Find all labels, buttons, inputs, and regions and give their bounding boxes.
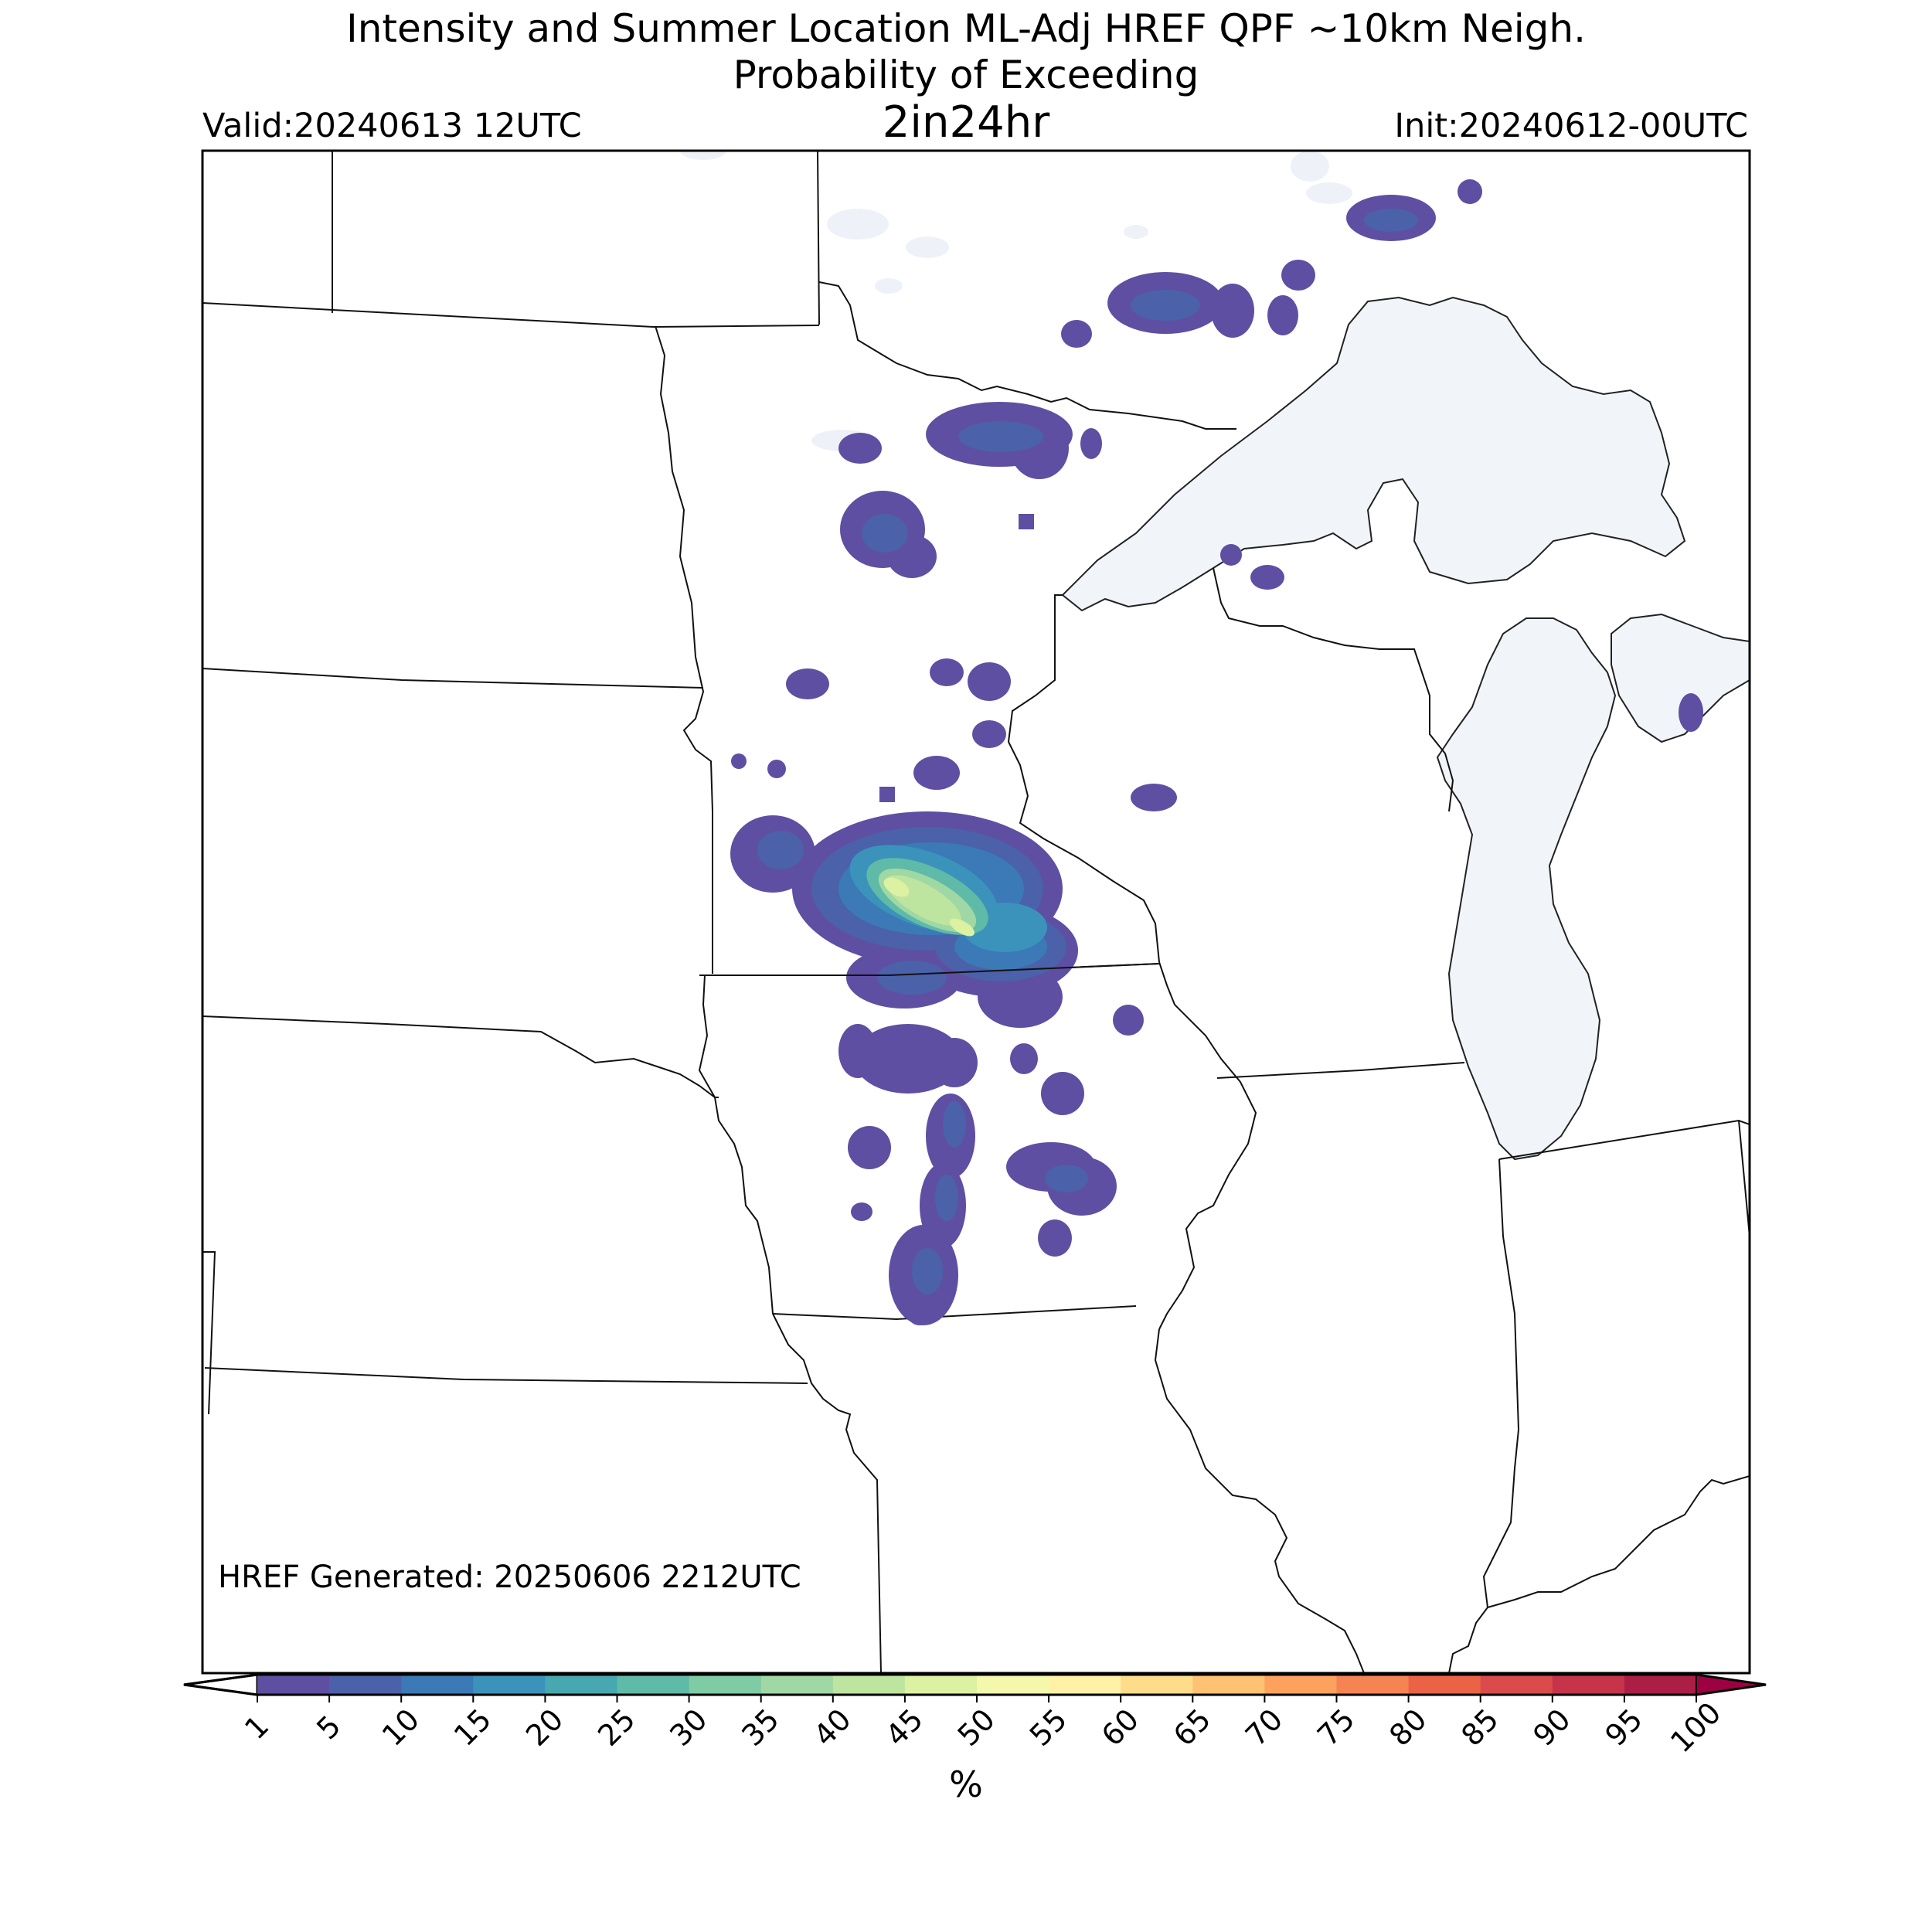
colorbar-tick-label: 45 (879, 1702, 930, 1753)
ne-ks-line (204, 1367, 808, 1384)
colorbar-under-arrow (183, 1673, 259, 1696)
colorbar-tick-label: 55 (1023, 1702, 1073, 1753)
ne-mo-line (772, 1313, 882, 1673)
colorbar-segment (1049, 1675, 1121, 1695)
wy-ne-line (202, 1251, 216, 1415)
ia-il-line (1158, 961, 1257, 1330)
colorbar: 1 5 10 15 20 25 30 35 40 45 50 55 60 65 70 75 80 85 90 95 10… (183, 1673, 1767, 1759)
colorbar-tick-label: 1 (238, 1709, 275, 1746)
colorbar-segment (401, 1675, 474, 1695)
generated-time: HREF Generated: 20250606 2212UTC (218, 1560, 801, 1595)
ia-mo-line (772, 1305, 1137, 1321)
lake-huron (1611, 613, 1750, 743)
colorbar-tick-label: 80 (1383, 1702, 1433, 1753)
colorbar-segment (617, 1675, 690, 1695)
colorbar-tick-label: 10 (376, 1702, 426, 1753)
colorbar-tick-label: 25 (591, 1702, 641, 1753)
colorbar-segment (329, 1675, 402, 1695)
nd-sd-line (202, 668, 704, 689)
lake-superior (1061, 296, 1686, 612)
colorbar-tick-label: 90 (1526, 1702, 1577, 1753)
valid-time: Valid:20240613 12UTC (202, 107, 582, 145)
colorbar-segment (1264, 1675, 1337, 1695)
nd-west-line (202, 302, 820, 328)
mn-canada-line (817, 151, 820, 325)
il-in-line (1448, 1158, 1520, 1673)
mn-arrowhead (818, 281, 1236, 430)
wi-mi-line (1213, 567, 1454, 812)
colorbar-tick-label: 5 (310, 1709, 347, 1746)
mn-wi-line (1007, 594, 1160, 963)
colorbar-segment (1336, 1675, 1410, 1695)
colorbar-segment (257, 1675, 330, 1695)
colorbar-tick-label: 20 (519, 1702, 570, 1753)
colorbar-segment (1552, 1675, 1625, 1695)
ohio-river (1487, 1475, 1750, 1608)
colorbar-segment (1121, 1675, 1193, 1695)
colorbar-segment (832, 1675, 906, 1695)
sd-ne-line (202, 1015, 719, 1098)
map-subtitle: Probability of Exceeding (733, 53, 1199, 97)
map-title: Intensity and Summer Location ML-Adj HRE… (345, 6, 1586, 51)
colorbar-segment (977, 1675, 1049, 1695)
wi-il-line (1216, 1062, 1465, 1079)
colorbar-tick-label: 30 (663, 1702, 713, 1753)
colorbar-tick-label: 35 (735, 1702, 785, 1753)
overlay-boundaries (699, 963, 1160, 976)
init-time: Init:20240612-00UTC (1394, 107, 1748, 145)
colorbar-unit-label: % (949, 1764, 983, 1805)
colorbar-tick-label: 100 (1664, 1696, 1727, 1759)
colorbar-segment (904, 1675, 978, 1695)
ia-ne-line (698, 975, 774, 1315)
mn-nd-line (655, 325, 713, 974)
prob-45-50 (883, 877, 975, 937)
colorbar-segment (473, 1675, 546, 1695)
lake-michigan (1436, 617, 1617, 1161)
colorbar-tick-label: 60 (1095, 1702, 1145, 1753)
colorbar-segment (545, 1675, 617, 1695)
great-lakes (1061, 296, 1750, 1161)
colorbar-segment (1480, 1675, 1553, 1695)
colorbar-segment (1192, 1675, 1265, 1695)
colorbar-tick-label: 50 (951, 1702, 1002, 1753)
in-oh-line (1738, 1120, 1750, 1237)
colorbar-tick-label: 40 (807, 1702, 857, 1753)
colorbar-tick-label: 15 (447, 1702, 498, 1753)
colorbar-segment (689, 1675, 762, 1695)
il-mo-line (1154, 1328, 1365, 1673)
colorbar-segment (1408, 1675, 1481, 1695)
small-lakes (680, 151, 1352, 451)
colorbar-over-arrow (1696, 1673, 1767, 1696)
colorbar-tick-label: 75 (1311, 1702, 1361, 1753)
colorbar-segment (760, 1675, 834, 1695)
colorbar-tick-label: 85 (1454, 1702, 1505, 1753)
map-frame (201, 149, 1751, 1675)
colorbar-tick-label: 65 (1167, 1702, 1217, 1753)
colorbar-tick-label: 95 (1599, 1702, 1649, 1753)
threshold-label: 2in24hr (882, 97, 1050, 148)
colorbar-segment (1624, 1675, 1697, 1695)
colorbar-tick-label: 70 (1239, 1702, 1289, 1753)
probability-fields (730, 179, 1703, 1325)
